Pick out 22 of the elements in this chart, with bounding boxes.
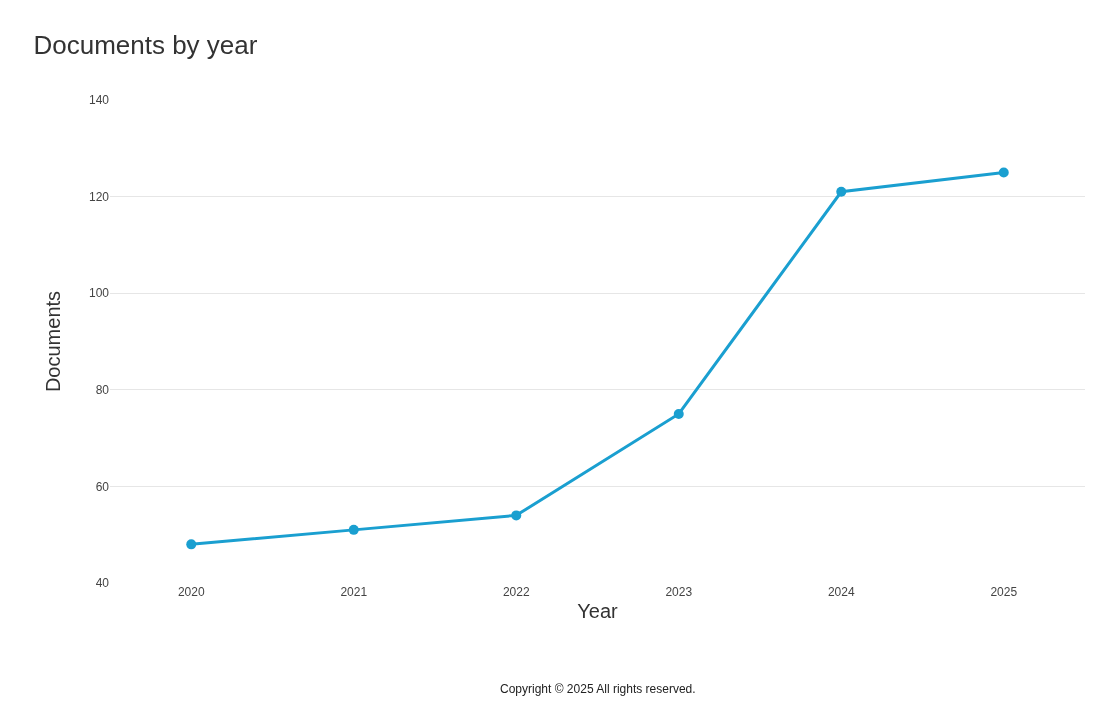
point <box>673 408 684 419</box>
point <box>511 510 522 521</box>
y-tick-label: 80 <box>95 383 110 397</box>
x-tick-label: 2023 <box>665 585 693 599</box>
text: Copyright © 2025 All rights reserved. <box>500 682 696 696</box>
point <box>836 186 847 197</box>
x-tick-label: 2022 <box>502 585 530 599</box>
point <box>186 539 197 550</box>
y-tick-label: 140 <box>88 93 110 108</box>
y-tick-label: 100 <box>88 286 110 301</box>
chart-title: Documents by year <box>33 29 258 60</box>
y-tick-label: 60 <box>95 479 110 494</box>
x-axis-title: Year <box>577 599 619 622</box>
y-tick-label: 40 <box>95 576 110 591</box>
point <box>348 524 359 535</box>
x-tick-label: 2024 <box>827 585 855 599</box>
point <box>998 167 1009 178</box>
x-tick-label: 2020 <box>177 585 205 599</box>
y-tick-label: 120 <box>88 189 110 204</box>
x-tick-label: 2025 <box>990 585 1018 599</box>
y-axis-title: Documents <box>42 290 64 393</box>
x-tick-label: 2021 <box>340 585 368 599</box>
